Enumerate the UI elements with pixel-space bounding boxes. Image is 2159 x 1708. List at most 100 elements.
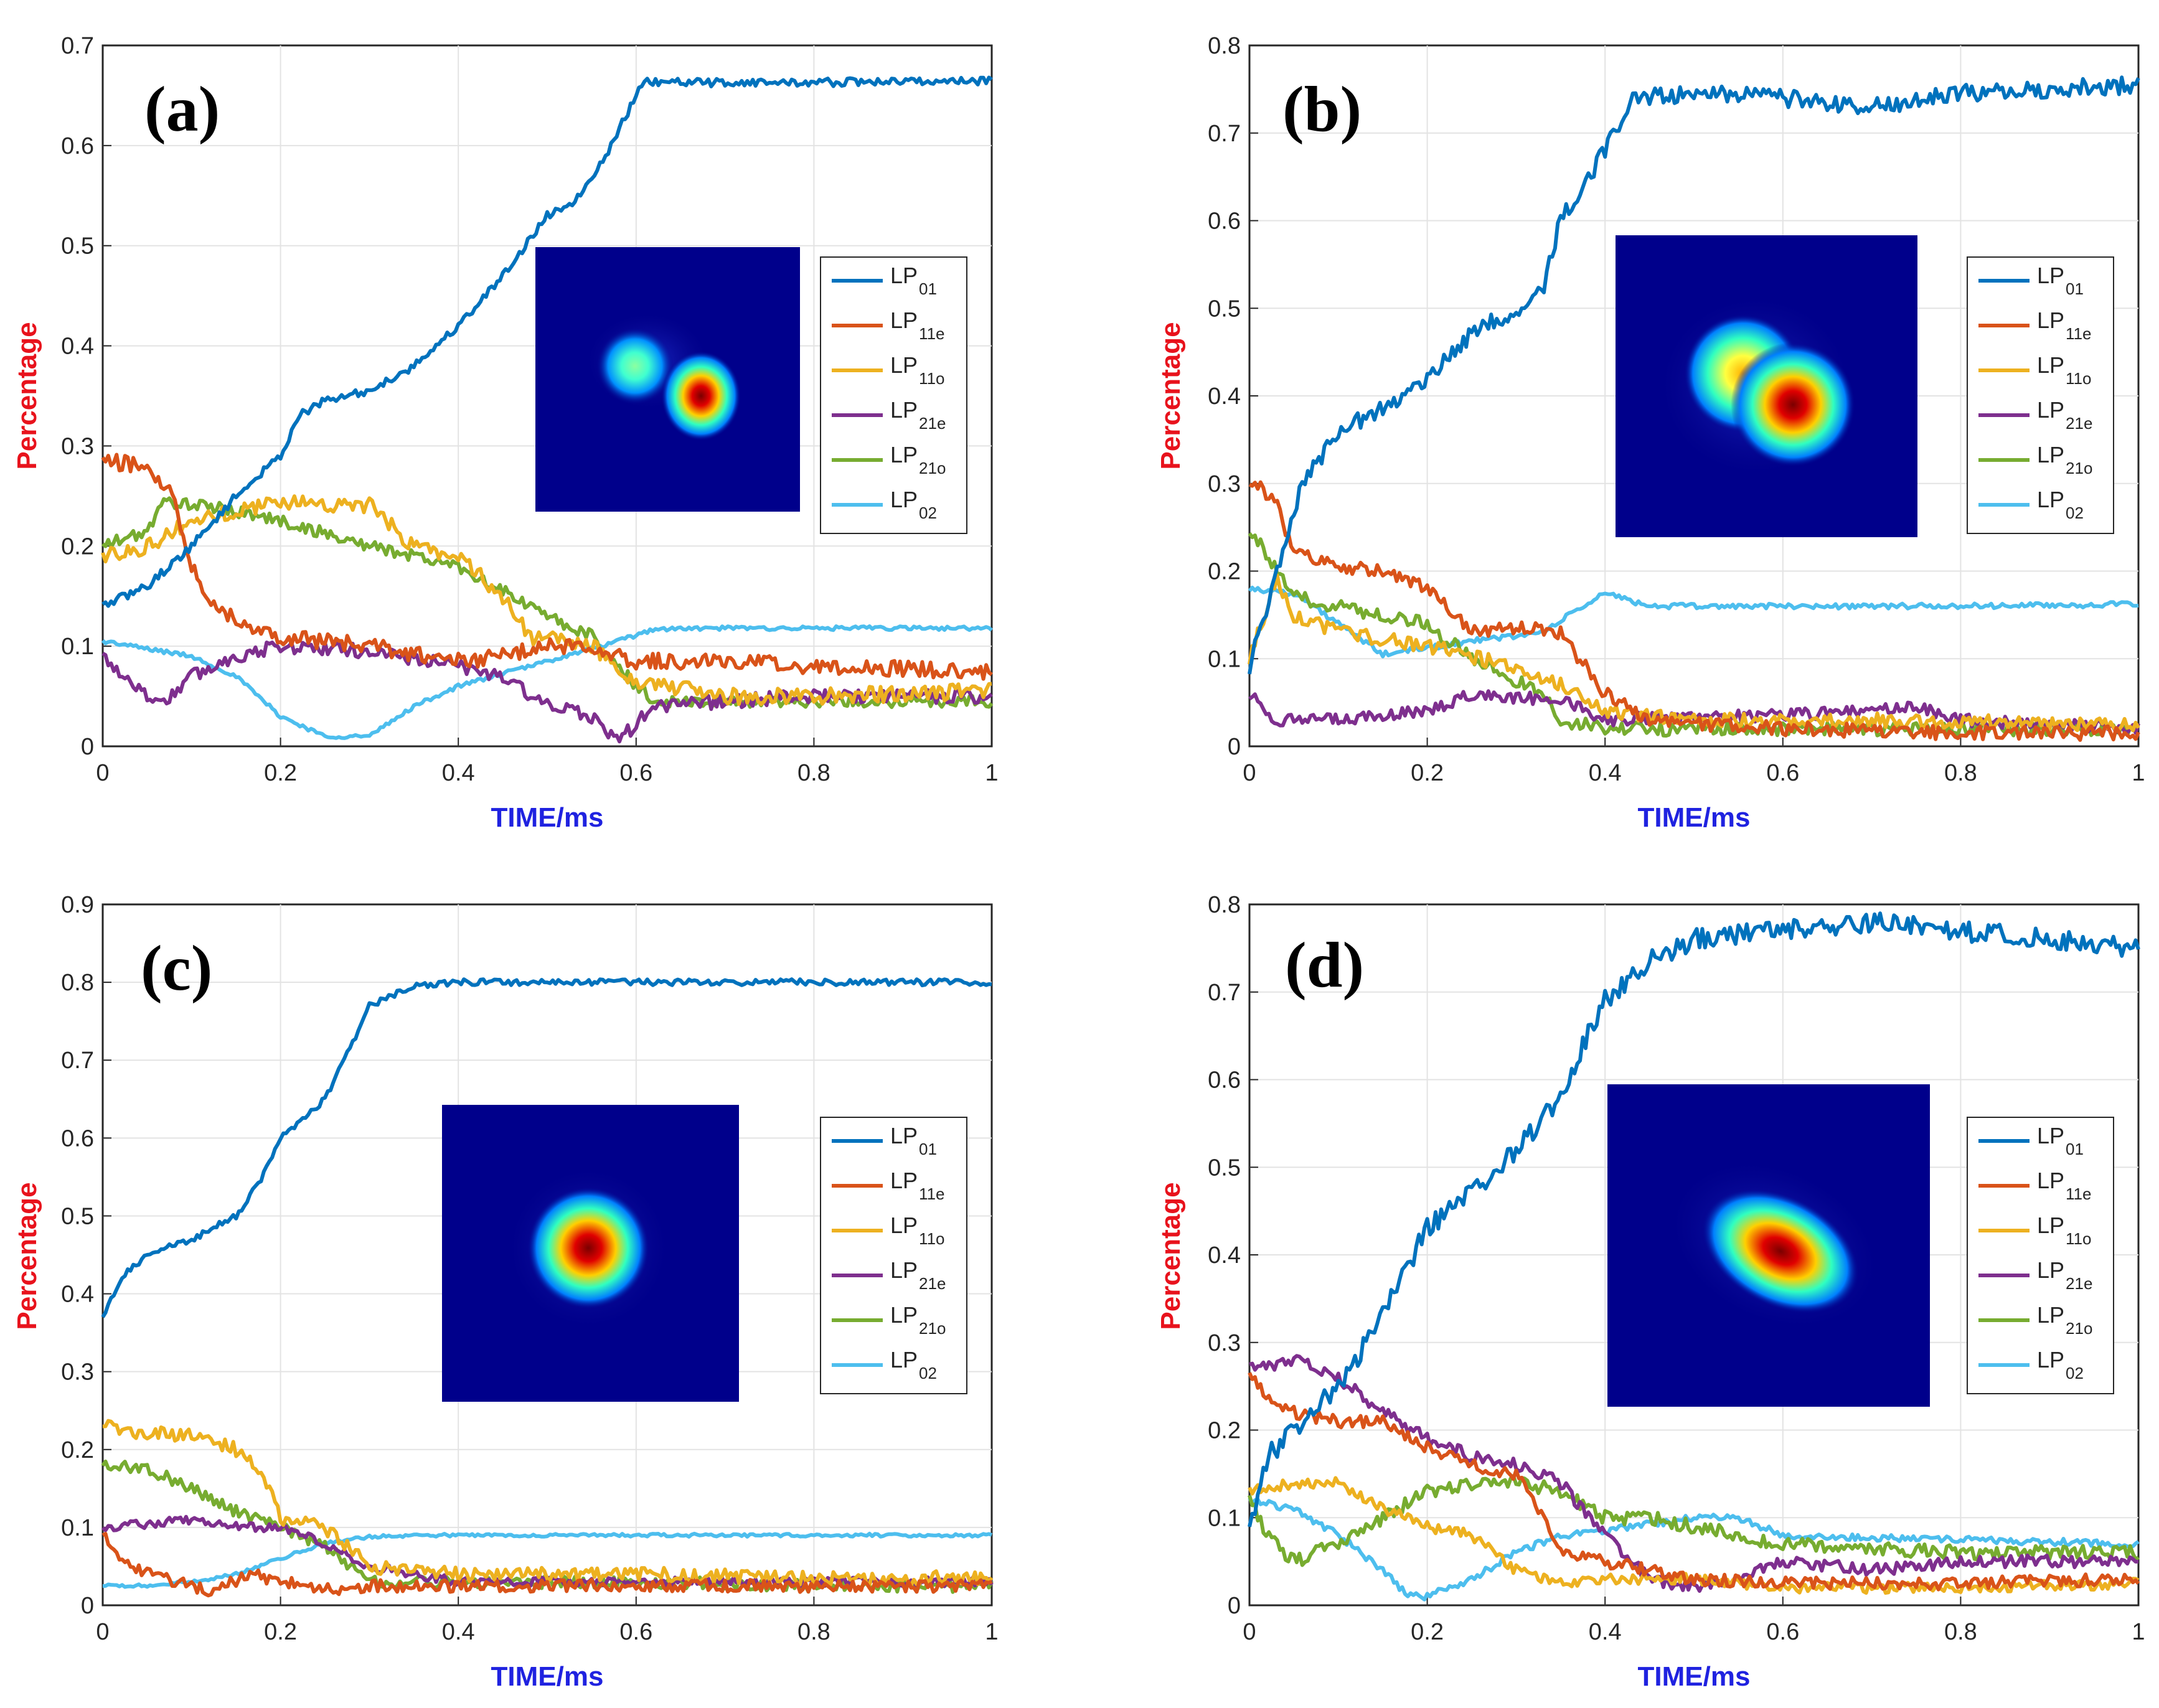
y-tick-label: 0.4 — [1208, 383, 1241, 410]
y-tick-label: 0 — [81, 734, 94, 760]
y-tick-label: 0.1 — [1208, 1505, 1241, 1531]
legend-entry: LP02 — [2037, 1347, 2084, 1382]
x-tick-label: 1 — [2132, 760, 2145, 786]
y-tick-label: 0.8 — [1208, 892, 1241, 918]
y-tick-label: 0.8 — [1208, 33, 1241, 59]
y-tick-label: 0.7 — [1208, 121, 1241, 147]
y-axis-label: Percentage — [1155, 322, 1186, 469]
series-lines — [101, 75, 994, 744]
x-tick-label: 0 — [96, 1619, 109, 1645]
tick-labels: 0 0.2 0.4 0.6 0.8 1 0 0.1 0.2 0.3 0.4 0.5 0.6 0.7 0.8 0… — [61, 892, 998, 1645]
x-axis-label: TIME/ms — [491, 802, 604, 833]
y-tick-label: 0.3 — [61, 1359, 94, 1386]
x-tick-label: 0.6 — [619, 760, 652, 786]
series-line-lp11e — [1248, 480, 2140, 742]
y-axis-label: Percentage — [1155, 1182, 1186, 1330]
x-tick-label: 0 — [96, 760, 109, 786]
legend-entry: LP11e — [890, 1168, 945, 1203]
series-lines — [1248, 75, 2140, 742]
series-line-lp02 — [101, 624, 993, 740]
y-tick-label: 0.2 — [61, 1437, 94, 1463]
legend-entry: LP01 — [890, 263, 937, 298]
y-tick-label: 0.9 — [61, 892, 94, 918]
series-line-lp01 — [1248, 75, 2140, 675]
y-tick-label: 0.1 — [1208, 646, 1241, 672]
panel-b: 0 0.2 0.4 0.6 0.8 100.10.20.30.40.50.60.70.8 … — [1155, 33, 2145, 833]
y-tick-label: 0.5 — [61, 1203, 94, 1229]
legend: LP01 LP11e LP11o LP21e LP21o LP02 — [820, 256, 967, 534]
legend-entry: LP21e — [2037, 1257, 2092, 1293]
x-tick-label: 1 — [985, 1619, 998, 1645]
panel-label: (b) — [1282, 73, 1362, 145]
legend-entry: LP11e — [2037, 1168, 2092, 1203]
x-axis-label: TIME/ms — [491, 1661, 604, 1692]
legend: LP01 LP11e LP11o LP21e LP21o LP02 — [1967, 256, 2114, 534]
y-tick-label: 0.1 — [61, 1515, 94, 1541]
series-line-lp02 — [1248, 585, 2139, 659]
legend-entry: LP01 — [890, 1123, 937, 1158]
y-tick-label: 0.3 — [1208, 1330, 1241, 1356]
y-tick-label: 0.3 — [61, 433, 94, 459]
y-tick-label: 0.6 — [61, 133, 94, 159]
x-tick-label: 0.4 — [1589, 760, 1622, 786]
y-tick-label: 0.4 — [61, 1282, 94, 1308]
inset-mode-image — [1616, 235, 1917, 537]
x-tick-label: 0 — [1243, 760, 1256, 786]
y-tick-label: 0.7 — [61, 33, 94, 59]
y-tick-label: 0.2 — [1208, 559, 1241, 585]
series-line-lp11e — [101, 453, 993, 681]
panel-label: (c) — [141, 932, 212, 1004]
y-tick-label: 0.5 — [1208, 296, 1241, 322]
series-line-lp11o — [101, 494, 992, 706]
legend-box — [820, 256, 967, 534]
x-axis-label: TIME/ms — [1638, 802, 1751, 833]
tick-labels: 0 0.2 0.4 0.6 0.8 1 0 0.1 0.2 0.3 0.4 0.5 0.6 0.7 — [61, 33, 998, 786]
series-line-lp01 — [1248, 911, 2140, 1527]
x-tick-label: 0.4 — [1589, 1619, 1622, 1645]
panel-a: 0 0.2 0.4 0.6 0.8 1 0 0.1 0.2 0.3 0.4 0.5 0.6 0.7 (a)… — [12, 33, 999, 833]
x-tick-label: 0.6 — [619, 1619, 652, 1645]
x-tick-label: 0.8 — [1944, 1619, 1977, 1645]
legend-entry: LP11e — [890, 307, 945, 343]
x-tick-label: 0.8 — [797, 1619, 830, 1645]
y-tick-label: 0.5 — [1208, 1155, 1241, 1181]
legend-entry: LP02 — [2037, 487, 2084, 522]
legend-entry: LP21e — [890, 1257, 946, 1293]
legend-box — [820, 1117, 967, 1394]
tick-labels: 0 0.2 0.4 0.6 0.8 1 0 0.1 0.2 0.3 0.4 0.5 0.6 0.7 0.8 — [1208, 892, 2145, 1645]
series-line-lp11o — [102, 1419, 994, 1587]
x-tick-label: 0.4 — [442, 1619, 475, 1645]
x-axis-label: TIME/ms — [1638, 1661, 1751, 1692]
y-tick-label: 0 — [81, 1593, 94, 1619]
series-line-lp21o — [101, 496, 994, 710]
y-tick-label: 0.8 — [61, 970, 94, 996]
series-line-lp11e — [1248, 1372, 2140, 1592]
tick-labels: 0 0.2 0.4 0.6 0.8 1 0 0.1 0.2 0.3 0.4 0.5 0.6 0.7 0.8 — [1208, 33, 2145, 786]
series-line-lp01 — [101, 977, 992, 1318]
legend-entry: LP01 — [2037, 1123, 2084, 1158]
y-axis-label: Percentage — [12, 322, 42, 469]
y-tick-label: 0.7 — [61, 1048, 94, 1074]
legend-entry: LP11o — [2037, 352, 2092, 388]
y-tick-label: 0.6 — [1208, 1068, 1241, 1094]
x-tick-label: 0.6 — [1766, 760, 1799, 786]
inset-mode-image — [442, 1105, 739, 1402]
series-lines — [1248, 911, 2140, 1602]
x-tick-label: 0.8 — [797, 760, 830, 786]
x-tick-label: 0.6 — [1766, 1619, 1799, 1645]
inset-mode-image — [1607, 1084, 1930, 1407]
inset-mode-image — [535, 247, 800, 512]
x-tick-label: 1 — [2132, 1619, 2145, 1645]
y-tick-label: 0.4 — [1208, 1242, 1241, 1269]
x-tick-label: 0.2 — [264, 760, 297, 786]
series-lines — [101, 977, 994, 1598]
legend-entry: LP11o — [890, 352, 945, 388]
y-tick-label: 0.2 — [1208, 1418, 1241, 1444]
y-tick-label: 0.7 — [1208, 980, 1241, 1006]
series-line-lp02 — [1248, 1496, 2140, 1602]
x-tick-label: 0.8 — [1944, 760, 1977, 786]
legend-entry: LP21e — [2037, 397, 2092, 433]
legend-entry: LP21o — [890, 1302, 946, 1338]
x-tick-label: 0 — [1243, 1619, 1256, 1645]
